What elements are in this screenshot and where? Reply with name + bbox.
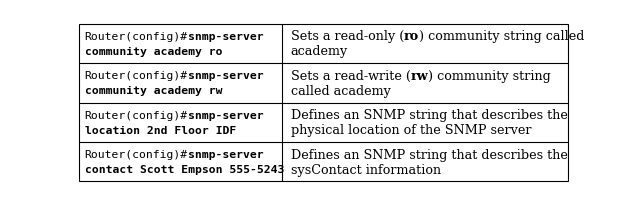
- Text: community academy ro: community academy ro: [85, 47, 222, 57]
- Text: Router(config)#: Router(config)#: [85, 32, 188, 42]
- Text: location 2nd Floor IDF: location 2nd Floor IDF: [85, 125, 236, 135]
- Text: snmp-server: snmp-server: [188, 71, 264, 81]
- Text: Router(config)#: Router(config)#: [85, 71, 188, 81]
- Text: snmp-server: snmp-server: [188, 110, 264, 120]
- Text: ro: ro: [404, 30, 419, 43]
- Text: ) community string called: ) community string called: [419, 30, 584, 43]
- Text: community academy rw: community academy rw: [85, 86, 222, 96]
- Text: snmp-server: snmp-server: [188, 149, 264, 159]
- Text: rw: rw: [411, 69, 428, 82]
- Text: snmp-server: snmp-server: [188, 32, 264, 42]
- Text: Defines an SNMP string that describes the: Defines an SNMP string that describes th…: [291, 148, 567, 161]
- Text: Sets a read-only (: Sets a read-only (: [291, 30, 404, 43]
- Text: Router(config)#: Router(config)#: [85, 110, 188, 120]
- Text: physical location of the SNMP server: physical location of the SNMP server: [291, 124, 531, 137]
- Text: sysContact information: sysContact information: [291, 163, 440, 176]
- Text: called academy: called academy: [291, 84, 391, 97]
- Text: ) community string: ) community string: [428, 69, 551, 82]
- Text: academy: academy: [291, 45, 348, 58]
- Text: Router(config)#: Router(config)#: [85, 149, 188, 159]
- Text: Sets a read-write (: Sets a read-write (: [291, 69, 411, 82]
- Text: contact Scott Empson 555-5243: contact Scott Empson 555-5243: [85, 164, 284, 174]
- Text: Defines an SNMP string that describes the: Defines an SNMP string that describes th…: [291, 109, 567, 122]
